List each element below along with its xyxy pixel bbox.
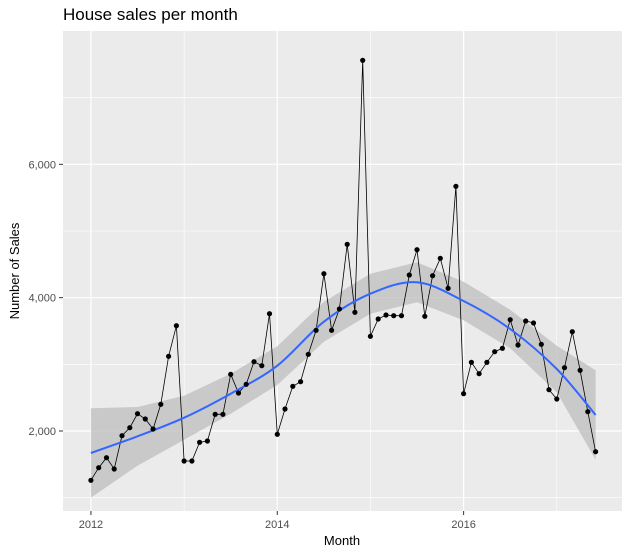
- data-point: [235, 390, 242, 396]
- data-point: [305, 351, 311, 357]
- x-axis-title: Month: [324, 533, 360, 548]
- data-point: [585, 409, 591, 415]
- sales-polyline: [90, 60, 596, 481]
- data-point: [290, 383, 296, 389]
- data-point: [158, 401, 164, 407]
- data-point: [181, 458, 187, 464]
- data-point: [484, 359, 490, 365]
- data-point: [88, 477, 94, 483]
- data-point: [111, 466, 117, 472]
- y-tick-label: 4,000: [28, 293, 56, 305]
- data-point: [189, 458, 195, 464]
- data-point: [266, 311, 273, 317]
- x-tick-label: 2014: [265, 519, 289, 531]
- sales-points: [88, 57, 599, 483]
- data-point: [197, 439, 203, 445]
- data-point: [360, 57, 366, 63]
- y-tick-label: 6,000: [28, 159, 56, 171]
- x-tick-label: 2012: [79, 519, 103, 531]
- x-axis: 2012 2014 2016: [79, 511, 476, 531]
- data-point: [119, 433, 125, 439]
- data-point: [515, 342, 521, 348]
- data-point: [166, 353, 172, 359]
- data-point: [523, 318, 529, 324]
- data-point: [150, 426, 156, 432]
- smooth-trend: [90, 281, 597, 454]
- data-point: [383, 312, 389, 318]
- data-point: [499, 345, 505, 351]
- data-point: [437, 255, 443, 261]
- y-tick-label: 2,000: [28, 426, 56, 438]
- data-point: [554, 396, 560, 402]
- data-point: [422, 313, 428, 319]
- data-point: [344, 241, 350, 247]
- data-point: [228, 371, 234, 377]
- data-point: [430, 273, 436, 279]
- data-point: [212, 411, 218, 417]
- data-point: [352, 309, 358, 315]
- data-point: [461, 391, 467, 397]
- data-point: [561, 365, 568, 371]
- confidence-ribbon: [90, 262, 596, 498]
- data-point: [173, 323, 179, 329]
- data-point: [103, 455, 110, 461]
- data-point: [251, 359, 257, 365]
- data-point: [398, 313, 405, 319]
- confidence-band: [90, 262, 596, 498]
- data-point: [468, 359, 474, 365]
- data-point: [298, 379, 304, 385]
- data-point: [414, 247, 420, 253]
- data-point: [336, 306, 342, 312]
- data-point: [142, 416, 148, 422]
- data-point: [476, 371, 482, 377]
- data-point: [243, 381, 249, 387]
- data-point: [259, 363, 265, 369]
- data-point: [329, 327, 335, 333]
- y-axis-title: Number of Sales: [7, 222, 22, 319]
- data-point: [406, 272, 412, 278]
- data-point: [569, 329, 575, 335]
- data-point: [204, 438, 210, 444]
- data-point: [313, 327, 319, 333]
- data-point: [274, 431, 280, 437]
- data-point: [445, 285, 451, 291]
- data-point: [321, 271, 327, 277]
- data-point: [546, 387, 552, 393]
- data-point: [220, 411, 226, 417]
- sales-line: [90, 60, 596, 481]
- x-tick-label: 2016: [451, 519, 475, 531]
- data-point: [530, 320, 537, 326]
- data-point: [492, 349, 498, 355]
- data-point: [375, 316, 381, 322]
- data-point: [593, 449, 599, 455]
- data-point: [577, 367, 583, 373]
- data-point: [134, 411, 141, 417]
- data-point: [282, 406, 288, 412]
- data-point: [367, 333, 373, 339]
- data-point: [391, 313, 397, 319]
- data-point: [127, 425, 133, 431]
- data-point: [96, 465, 102, 471]
- data-point: [507, 317, 513, 323]
- data-point: [453, 183, 459, 189]
- chart-title: House sales per month: [63, 5, 238, 24]
- y-axis: 2,000 4,000 6,000: [28, 159, 63, 438]
- smooth-trend-line: [90, 281, 597, 454]
- data-point: [538, 341, 544, 347]
